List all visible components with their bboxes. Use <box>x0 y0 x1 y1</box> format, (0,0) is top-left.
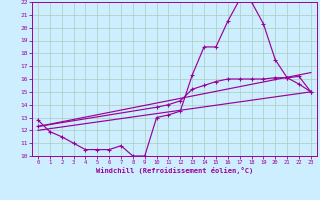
X-axis label: Windchill (Refroidissement éolien,°C): Windchill (Refroidissement éolien,°C) <box>96 167 253 174</box>
